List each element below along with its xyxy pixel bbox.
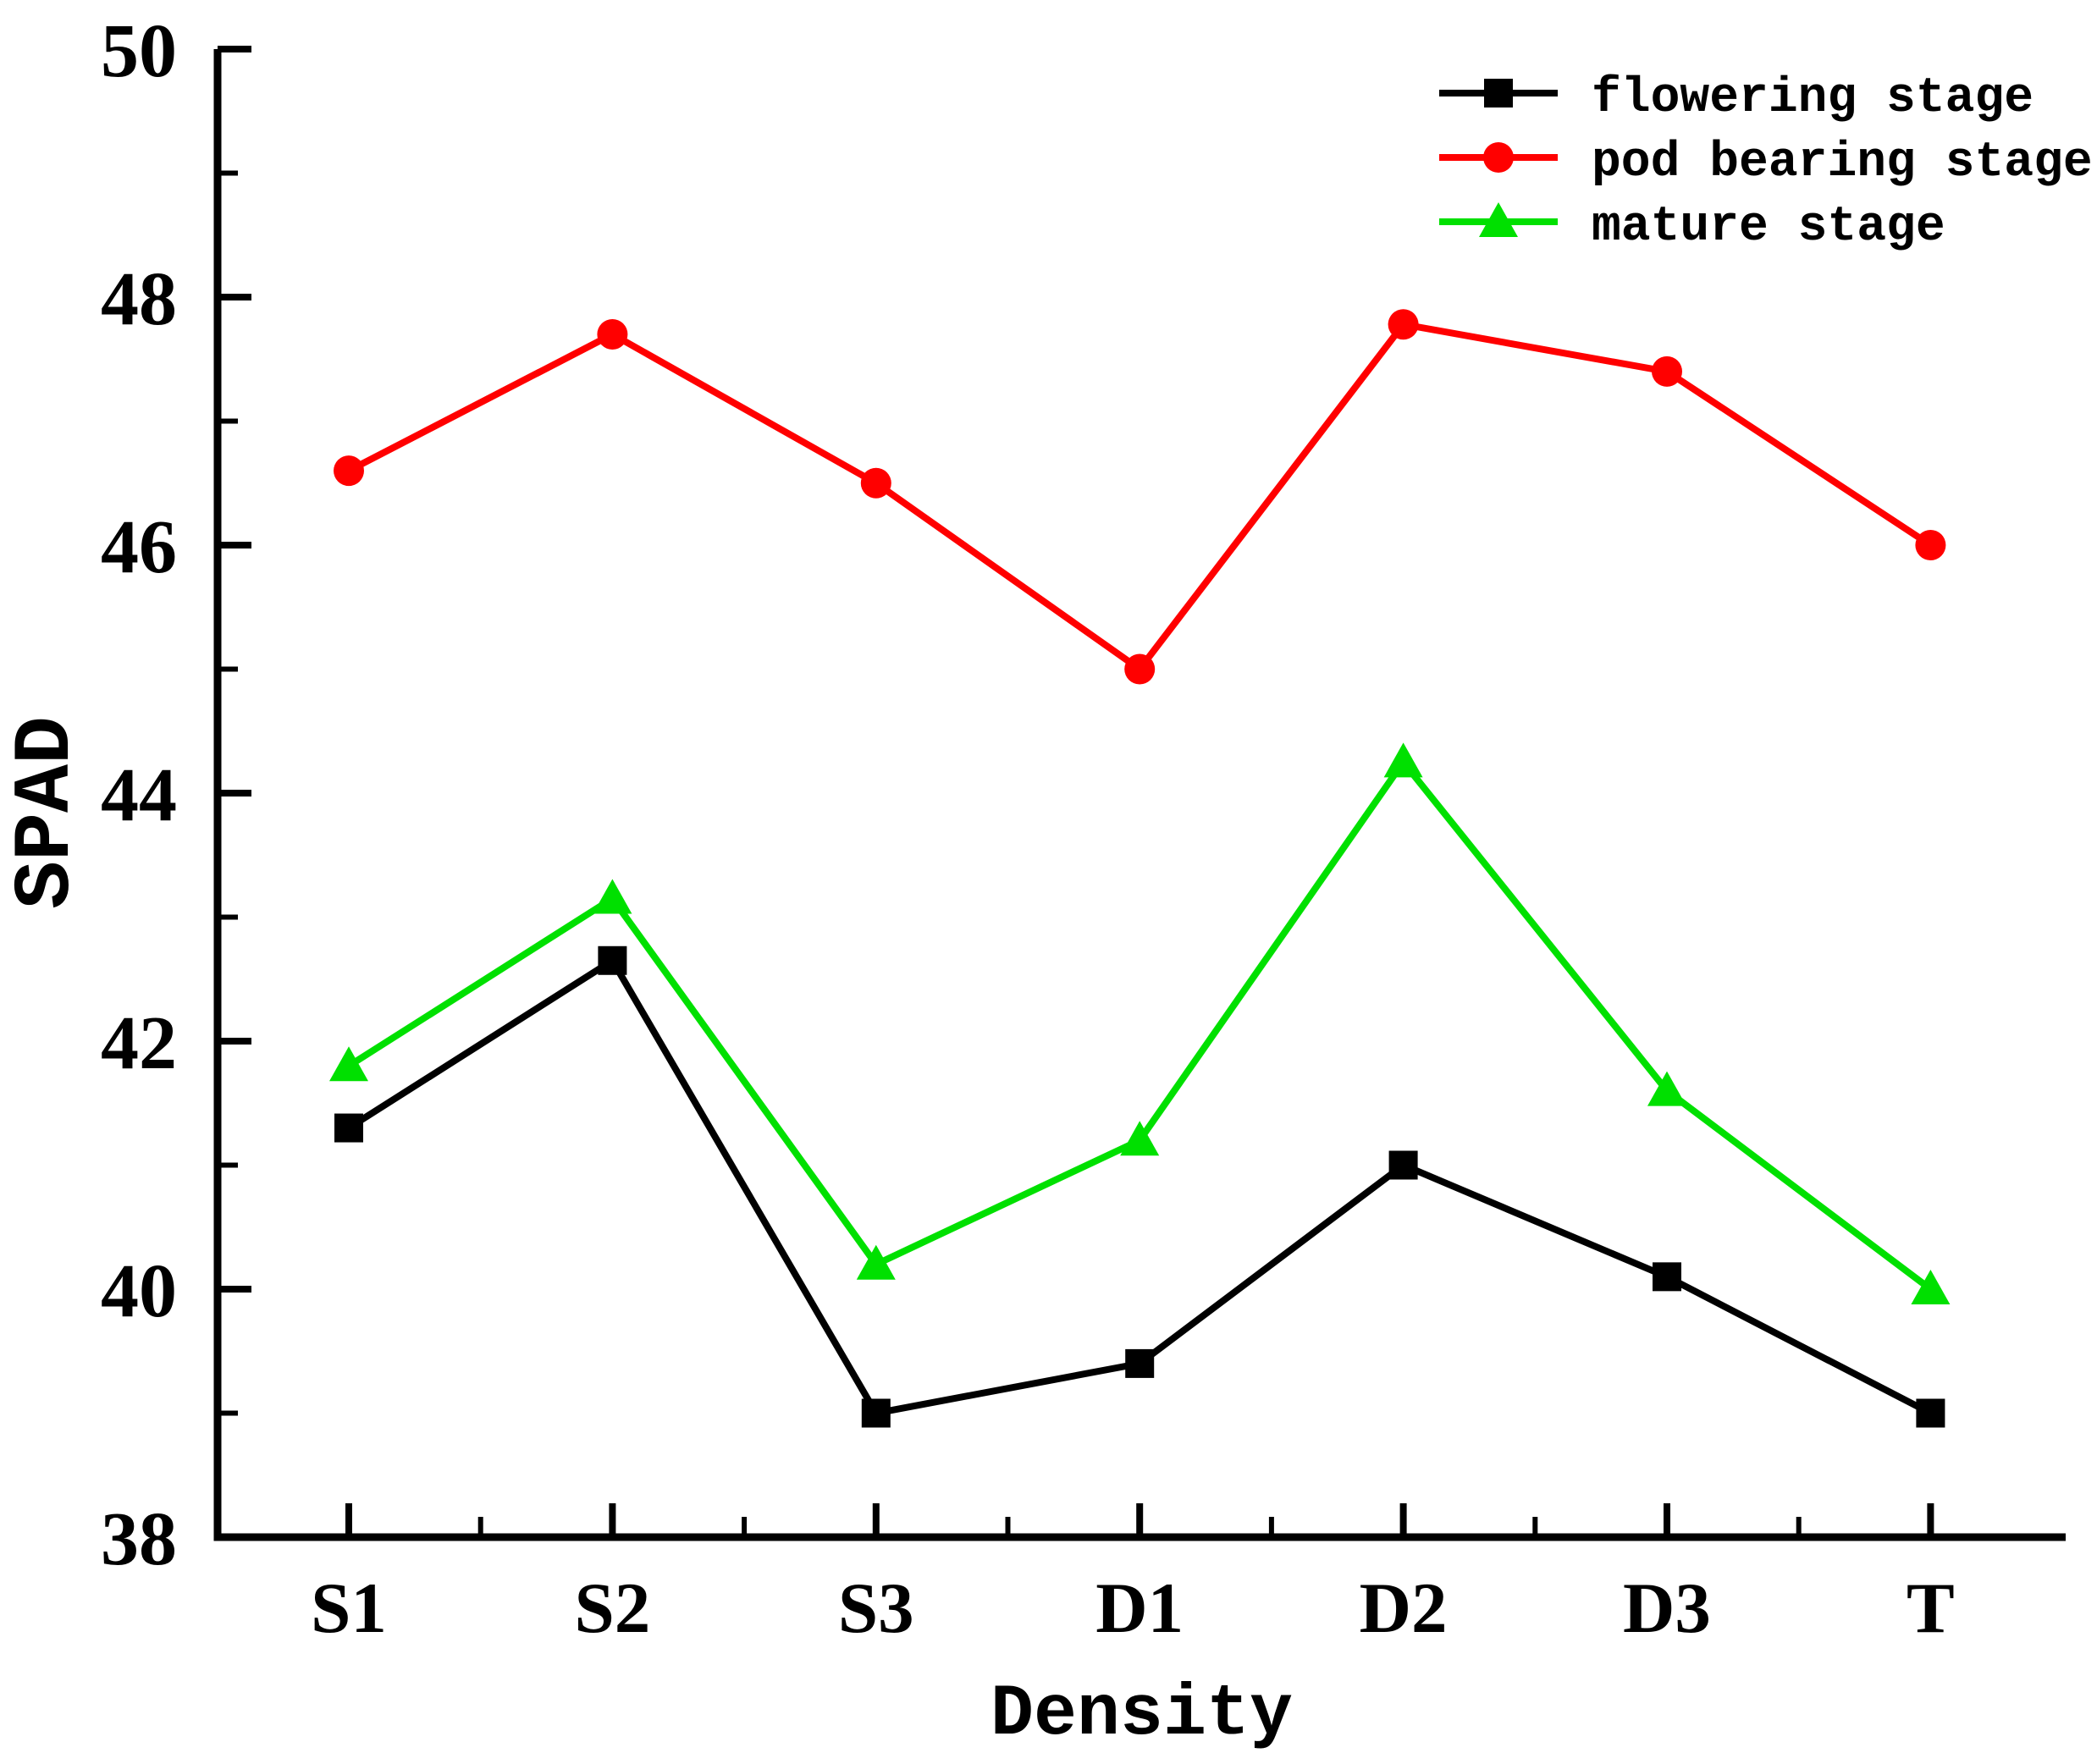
marker-pod-bearing-stage-T bbox=[1915, 530, 1946, 560]
legend-entry-mature-stage: mature stage bbox=[1439, 200, 1945, 255]
y-tick-label: 44 bbox=[101, 753, 177, 837]
marker-mature-stage-D3 bbox=[1647, 1071, 1686, 1106]
y-tick-label: 40 bbox=[101, 1249, 177, 1333]
marker-mature-stage-D1 bbox=[1120, 1121, 1160, 1156]
marker-pod-bearing-stage-S2 bbox=[597, 318, 628, 350]
legend-label: pod bearing stage bbox=[1592, 135, 2093, 190]
y-tick-label: 38 bbox=[101, 1497, 177, 1581]
marker-flowering-stage-S1 bbox=[334, 1113, 363, 1143]
legend-label: mature stage bbox=[1592, 200, 1945, 255]
legend: flowering stage pod bearing stage mature s… bbox=[1439, 71, 2093, 255]
marker-pod-bearing-stage-D3 bbox=[1652, 356, 1682, 387]
x-tick-label: D1 bbox=[1095, 1568, 1184, 1648]
marker-mature-stage-S3 bbox=[856, 1244, 896, 1280]
marker-mature-stage-S2 bbox=[593, 879, 632, 914]
marker-flowering-stage-T bbox=[1916, 1398, 1945, 1428]
legend-entry-pod-bearing-stage: pod bearing stage bbox=[1439, 135, 2093, 190]
y-axis-title: SPAD bbox=[1, 716, 92, 909]
x-tick-label: T bbox=[1907, 1568, 1955, 1648]
series-pod-bearing-stage bbox=[334, 309, 1946, 685]
marker-flowering-stage-S3 bbox=[861, 1398, 891, 1428]
marker-mature-stage-D2 bbox=[1383, 742, 1423, 778]
y-tick-label: 46 bbox=[101, 505, 177, 589]
y-tick-label: 42 bbox=[101, 1001, 177, 1085]
x-tick-label: S1 bbox=[311, 1568, 387, 1648]
marker-flowering-stage-S2 bbox=[598, 945, 627, 975]
marker-pod-bearing-stage-S3 bbox=[860, 467, 891, 499]
marker-pod-bearing-stage-S1 bbox=[334, 455, 364, 487]
series-mature-stage bbox=[329, 742, 1951, 1304]
marker-mature-stage-S1 bbox=[329, 1046, 368, 1082]
marker-pod-bearing-stage-D2 bbox=[1388, 309, 1419, 340]
marker-flowering-stage-D3 bbox=[1653, 1262, 1681, 1292]
series-line-mature-stage bbox=[346, 756, 1933, 1293]
x-tick-label: D2 bbox=[1360, 1568, 1448, 1648]
legend-label: flowering stage bbox=[1592, 71, 2034, 126]
x-axis-title: Density bbox=[991, 1673, 1293, 1756]
x-tick-label: D3 bbox=[1623, 1568, 1711, 1648]
legend-marker-square bbox=[1484, 79, 1513, 107]
marker-pod-bearing-stage-D1 bbox=[1124, 653, 1156, 685]
marker-flowering-stage-D2 bbox=[1388, 1150, 1418, 1180]
legend-entry-flowering-stage: flowering stage bbox=[1439, 71, 2034, 126]
marker-mature-stage-T bbox=[1911, 1270, 1951, 1304]
y-tick-label: 50 bbox=[101, 9, 177, 93]
x-tick-label: S2 bbox=[575, 1568, 651, 1648]
marker-flowering-stage-D1 bbox=[1125, 1348, 1155, 1378]
y-tick-label: 48 bbox=[101, 257, 177, 341]
series-line-pod-bearing-stage bbox=[347, 320, 1933, 674]
series-line-flowering-stage bbox=[346, 956, 1933, 1417]
series-flowering-stage bbox=[334, 945, 1945, 1428]
legend-marker-circle bbox=[1483, 142, 1514, 173]
x-tick-label: S3 bbox=[838, 1568, 914, 1648]
legend-marker-triangle-up bbox=[1479, 202, 1518, 237]
